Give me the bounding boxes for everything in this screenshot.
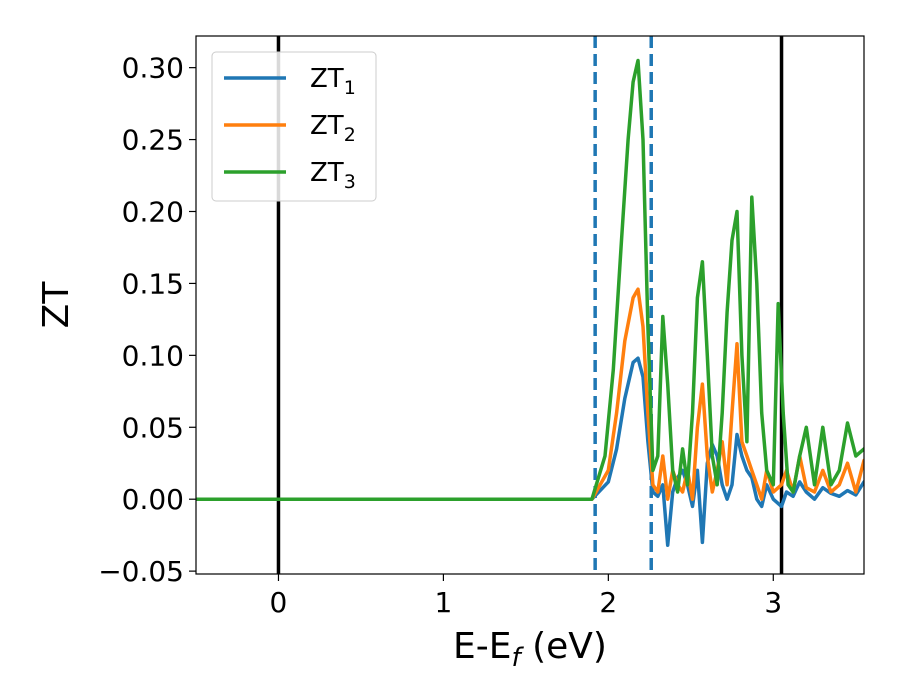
plot-frame [195,35,865,575]
legend-label-zt3: ZT3 [310,158,356,193]
x-axis-label: E-Ef (eV) [453,626,607,673]
y-tick-label: 0.25 [122,124,184,157]
x-tick-label: 0 [270,586,288,619]
legend: ZT1 ZT2 ZT3 [211,51,377,202]
x-tick-label: 2 [599,586,617,619]
x-tick-label: 1 [434,586,452,619]
y-tick-label: 0.20 [122,195,184,228]
y-tick-label: 0.15 [122,267,184,300]
legend-label-zt1: ZT1 [310,64,356,99]
legend-box [211,51,377,202]
x-tick-label: 3 [764,586,782,619]
y-tick-label: −0.05 [98,555,184,588]
y-tick-label: 0.10 [122,339,184,372]
legend-label-zt2: ZT2 [310,111,356,146]
y-axis-ticks: −0.05 0.00 0.05 0.10 0.15 0.20 0.25 0.30 [98,52,196,588]
x-axis-ticks: 0 1 2 3 [270,574,782,619]
series-lines [196,58,864,547]
y-tick-label: 0.05 [122,411,184,444]
y-axis-label: ZT [36,281,77,329]
y-tick-label: 0.00 [122,483,184,516]
y-tick-label: 0.30 [122,52,184,85]
series-line-zt3 [196,58,864,501]
